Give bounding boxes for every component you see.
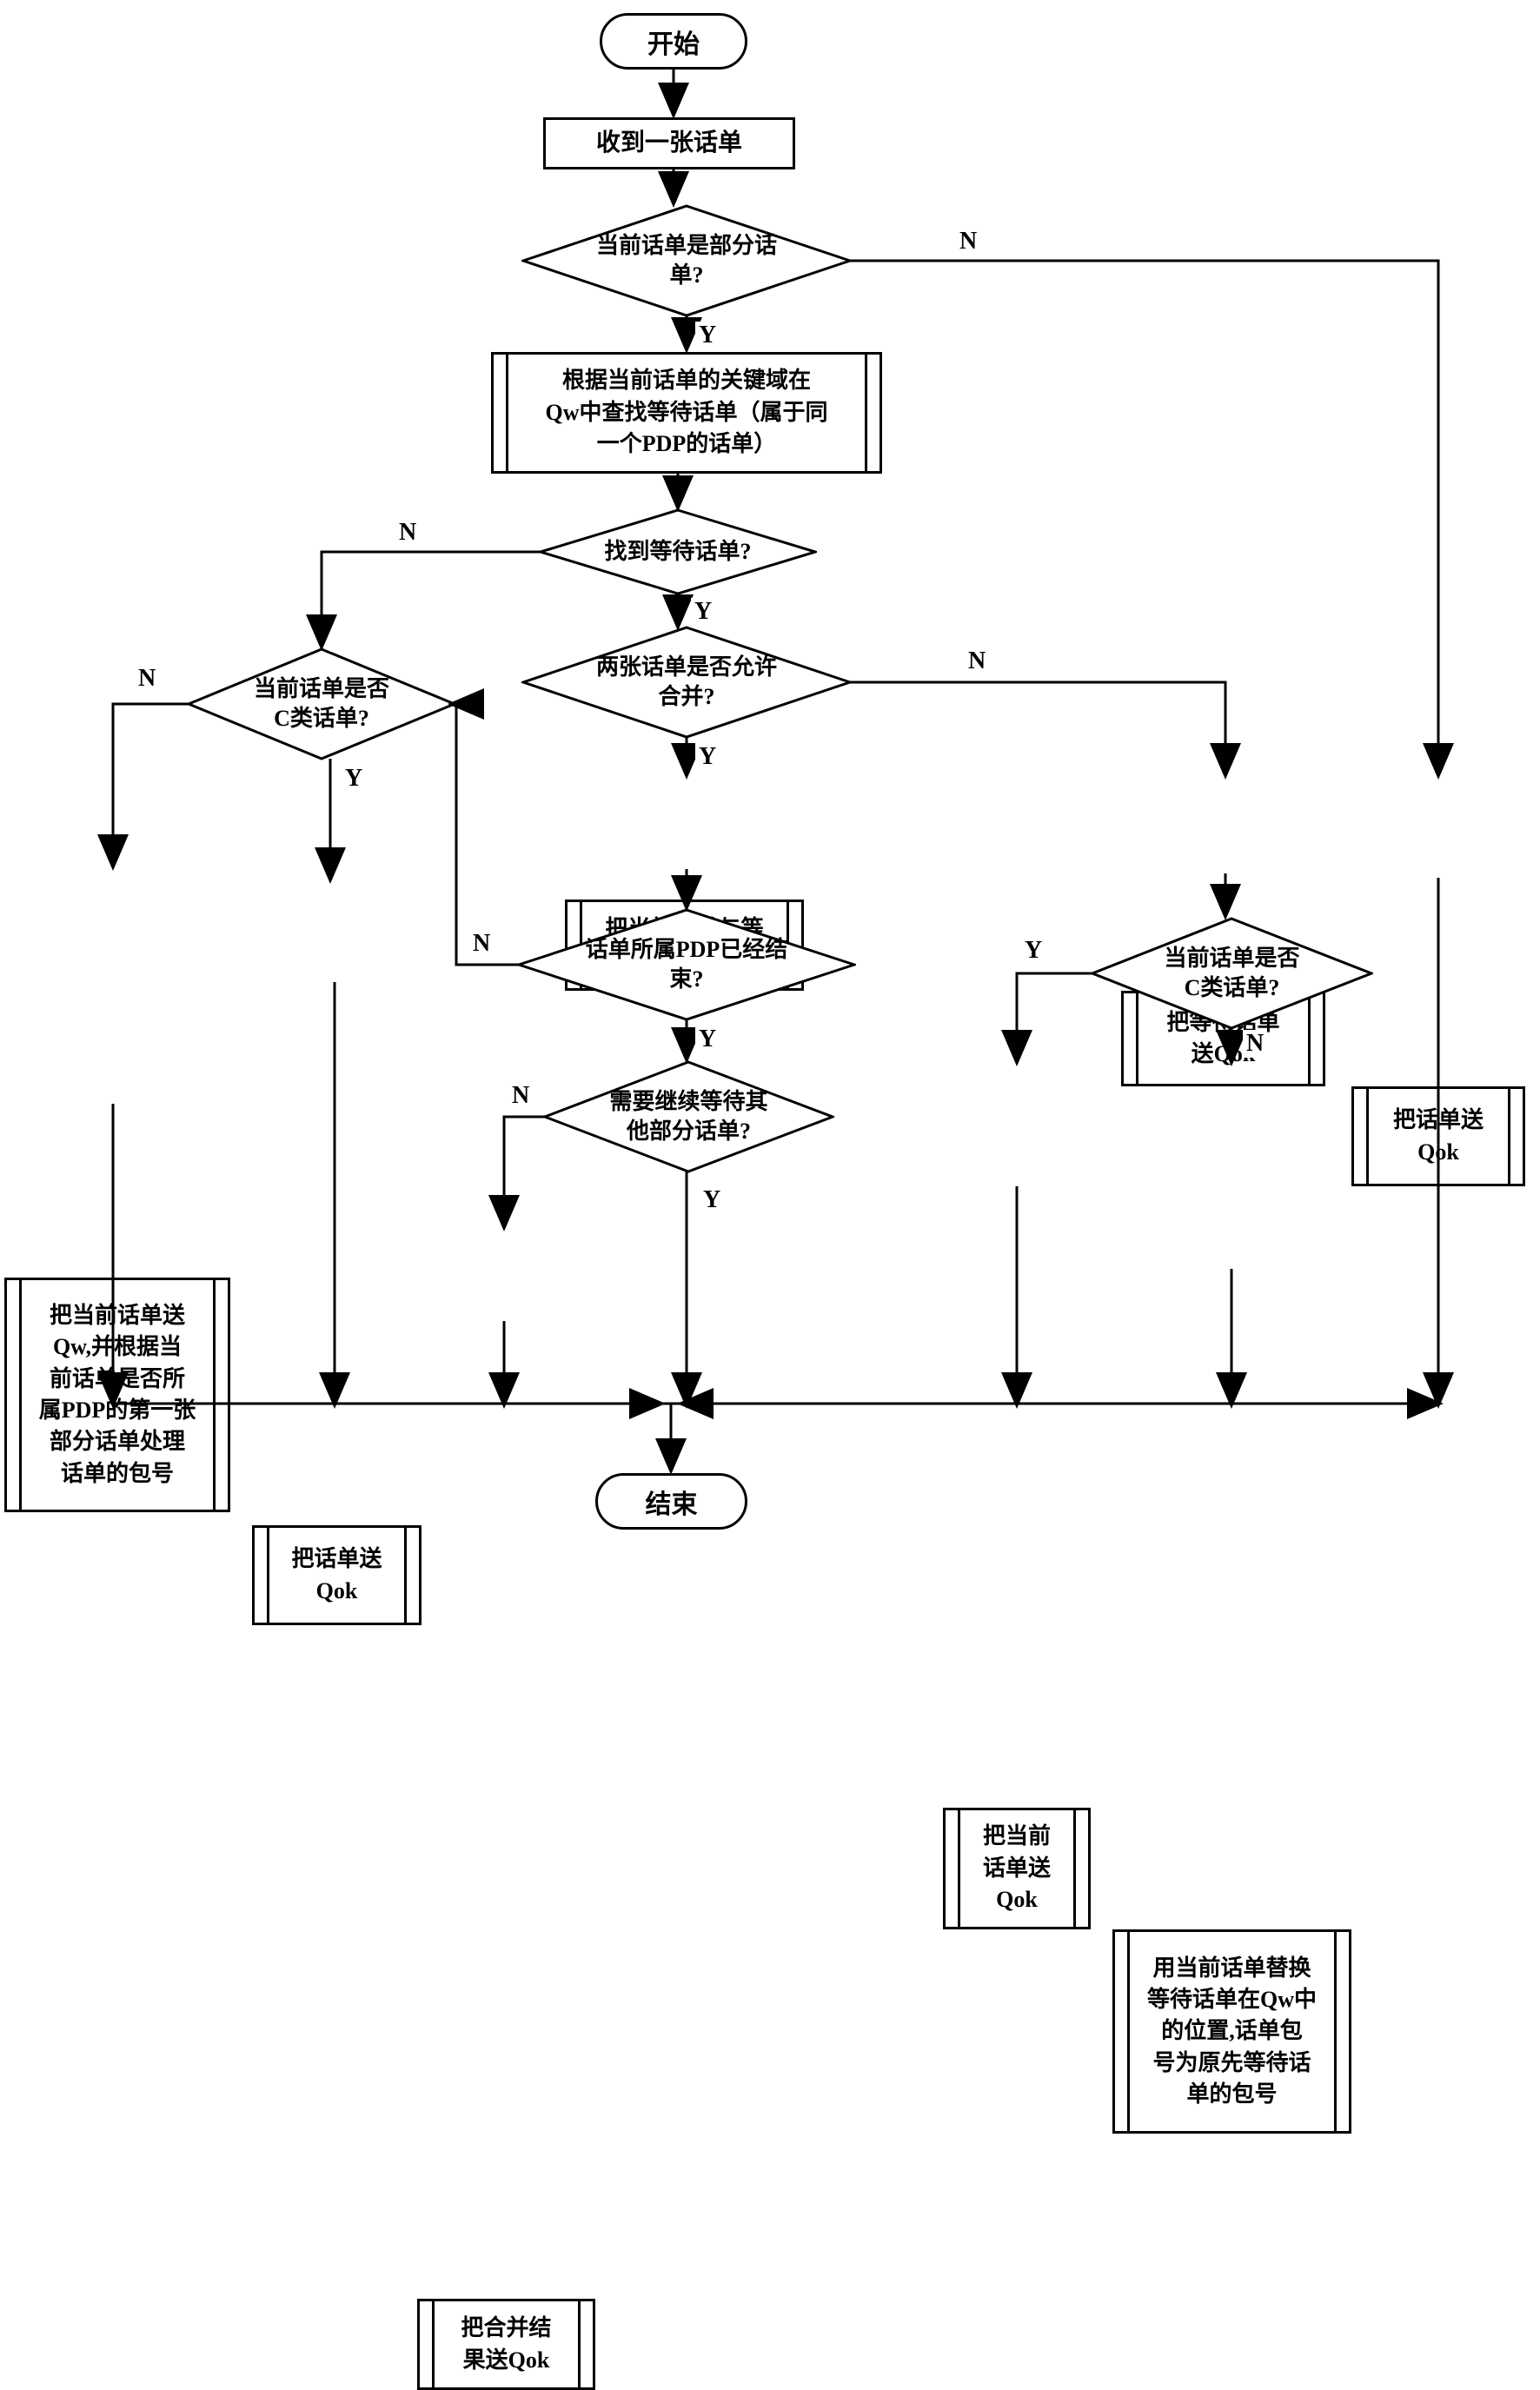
label-y-5: Y xyxy=(695,1026,720,1053)
send-qok-left-subprocess: 把话单送Qok xyxy=(252,1525,422,1625)
label-n-6: N xyxy=(1243,1030,1267,1058)
decision-ctype-left: 当前话单是否C类话单? xyxy=(187,647,456,760)
send-qok-left-label: 把话单送Qok xyxy=(291,1544,382,1607)
decision-merge-ok: 两张话单是否允许合并? xyxy=(521,626,852,739)
send-merge-qok-subprocess: 把合并结果送Qok xyxy=(417,2299,595,2390)
label-n-5: N xyxy=(469,930,494,958)
label-y-2: Y xyxy=(691,598,715,626)
send-qw-label: 把当前话单送Qw,并根据当前话单是否所属PDP的第一张部分话单处理话单的包号 xyxy=(39,1300,196,1490)
decision-pdp-end: 话单所属PDP已经结束? xyxy=(517,908,856,1021)
label-n-3: N xyxy=(965,647,989,675)
receive-label: 收到一张话单 xyxy=(596,126,742,160)
send-cur-qok-subprocess: 把当前话单送Qok xyxy=(943,1808,1091,1929)
end-terminal: 结束 xyxy=(595,1473,747,1530)
label-n-2: N xyxy=(395,519,420,547)
send-qok-right-label: 把话单送Qok xyxy=(1393,1105,1484,1168)
label-y-1: Y xyxy=(695,322,720,349)
decision-partial: 当前话单是部分话单? xyxy=(521,204,852,317)
search-subprocess: 根据当前话单的关键域在Qw中查找等待话单（属于同一个PDP的话单） xyxy=(491,352,882,474)
label-y-4: Y xyxy=(342,765,366,793)
send-merge-qok-label: 把合并结果送Qok xyxy=(461,2313,551,2376)
start-terminal: 开始 xyxy=(600,13,747,70)
label-y-7: Y xyxy=(700,1186,724,1214)
search-label: 根据当前话单的关键域在Qw中查找等待话单（属于同一个PDP的话单） xyxy=(545,365,827,460)
send-qw-subprocess: 把当前话单送Qw,并根据当前话单是否所属PDP的第一张部分话单处理话单的包号 xyxy=(4,1278,230,1512)
end-label: 结束 xyxy=(646,1483,698,1521)
send-qok-right-subprocess: 把话单送Qok xyxy=(1351,1086,1525,1186)
decision-wait-more: 需要继续等待其他部分话单? xyxy=(543,1060,834,1173)
label-n-1: N xyxy=(956,228,980,256)
label-y-3: Y xyxy=(695,743,720,771)
start-label: 开始 xyxy=(647,23,700,61)
receive-process: 收到一张话单 xyxy=(543,117,795,169)
label-n-4: N xyxy=(135,665,159,693)
replace-subprocess: 用当前话单替换等待话单在Qw中的位置,话单包号为原先等待话单的包号 xyxy=(1112,1929,1351,2134)
replace-label: 用当前话单替换等待话单在Qw中的位置,话单包号为原先等待话单的包号 xyxy=(1147,1953,1317,2111)
label-n-7: N xyxy=(508,1082,533,1110)
label-y-6: Y xyxy=(1021,937,1045,965)
decision-ctype-right: 当前话单是否C类话单? xyxy=(1091,917,1373,1030)
send-cur-qok-label: 把当前话单送Qok xyxy=(983,1821,1051,1915)
decision-found: 找到等待话单? xyxy=(539,508,817,595)
